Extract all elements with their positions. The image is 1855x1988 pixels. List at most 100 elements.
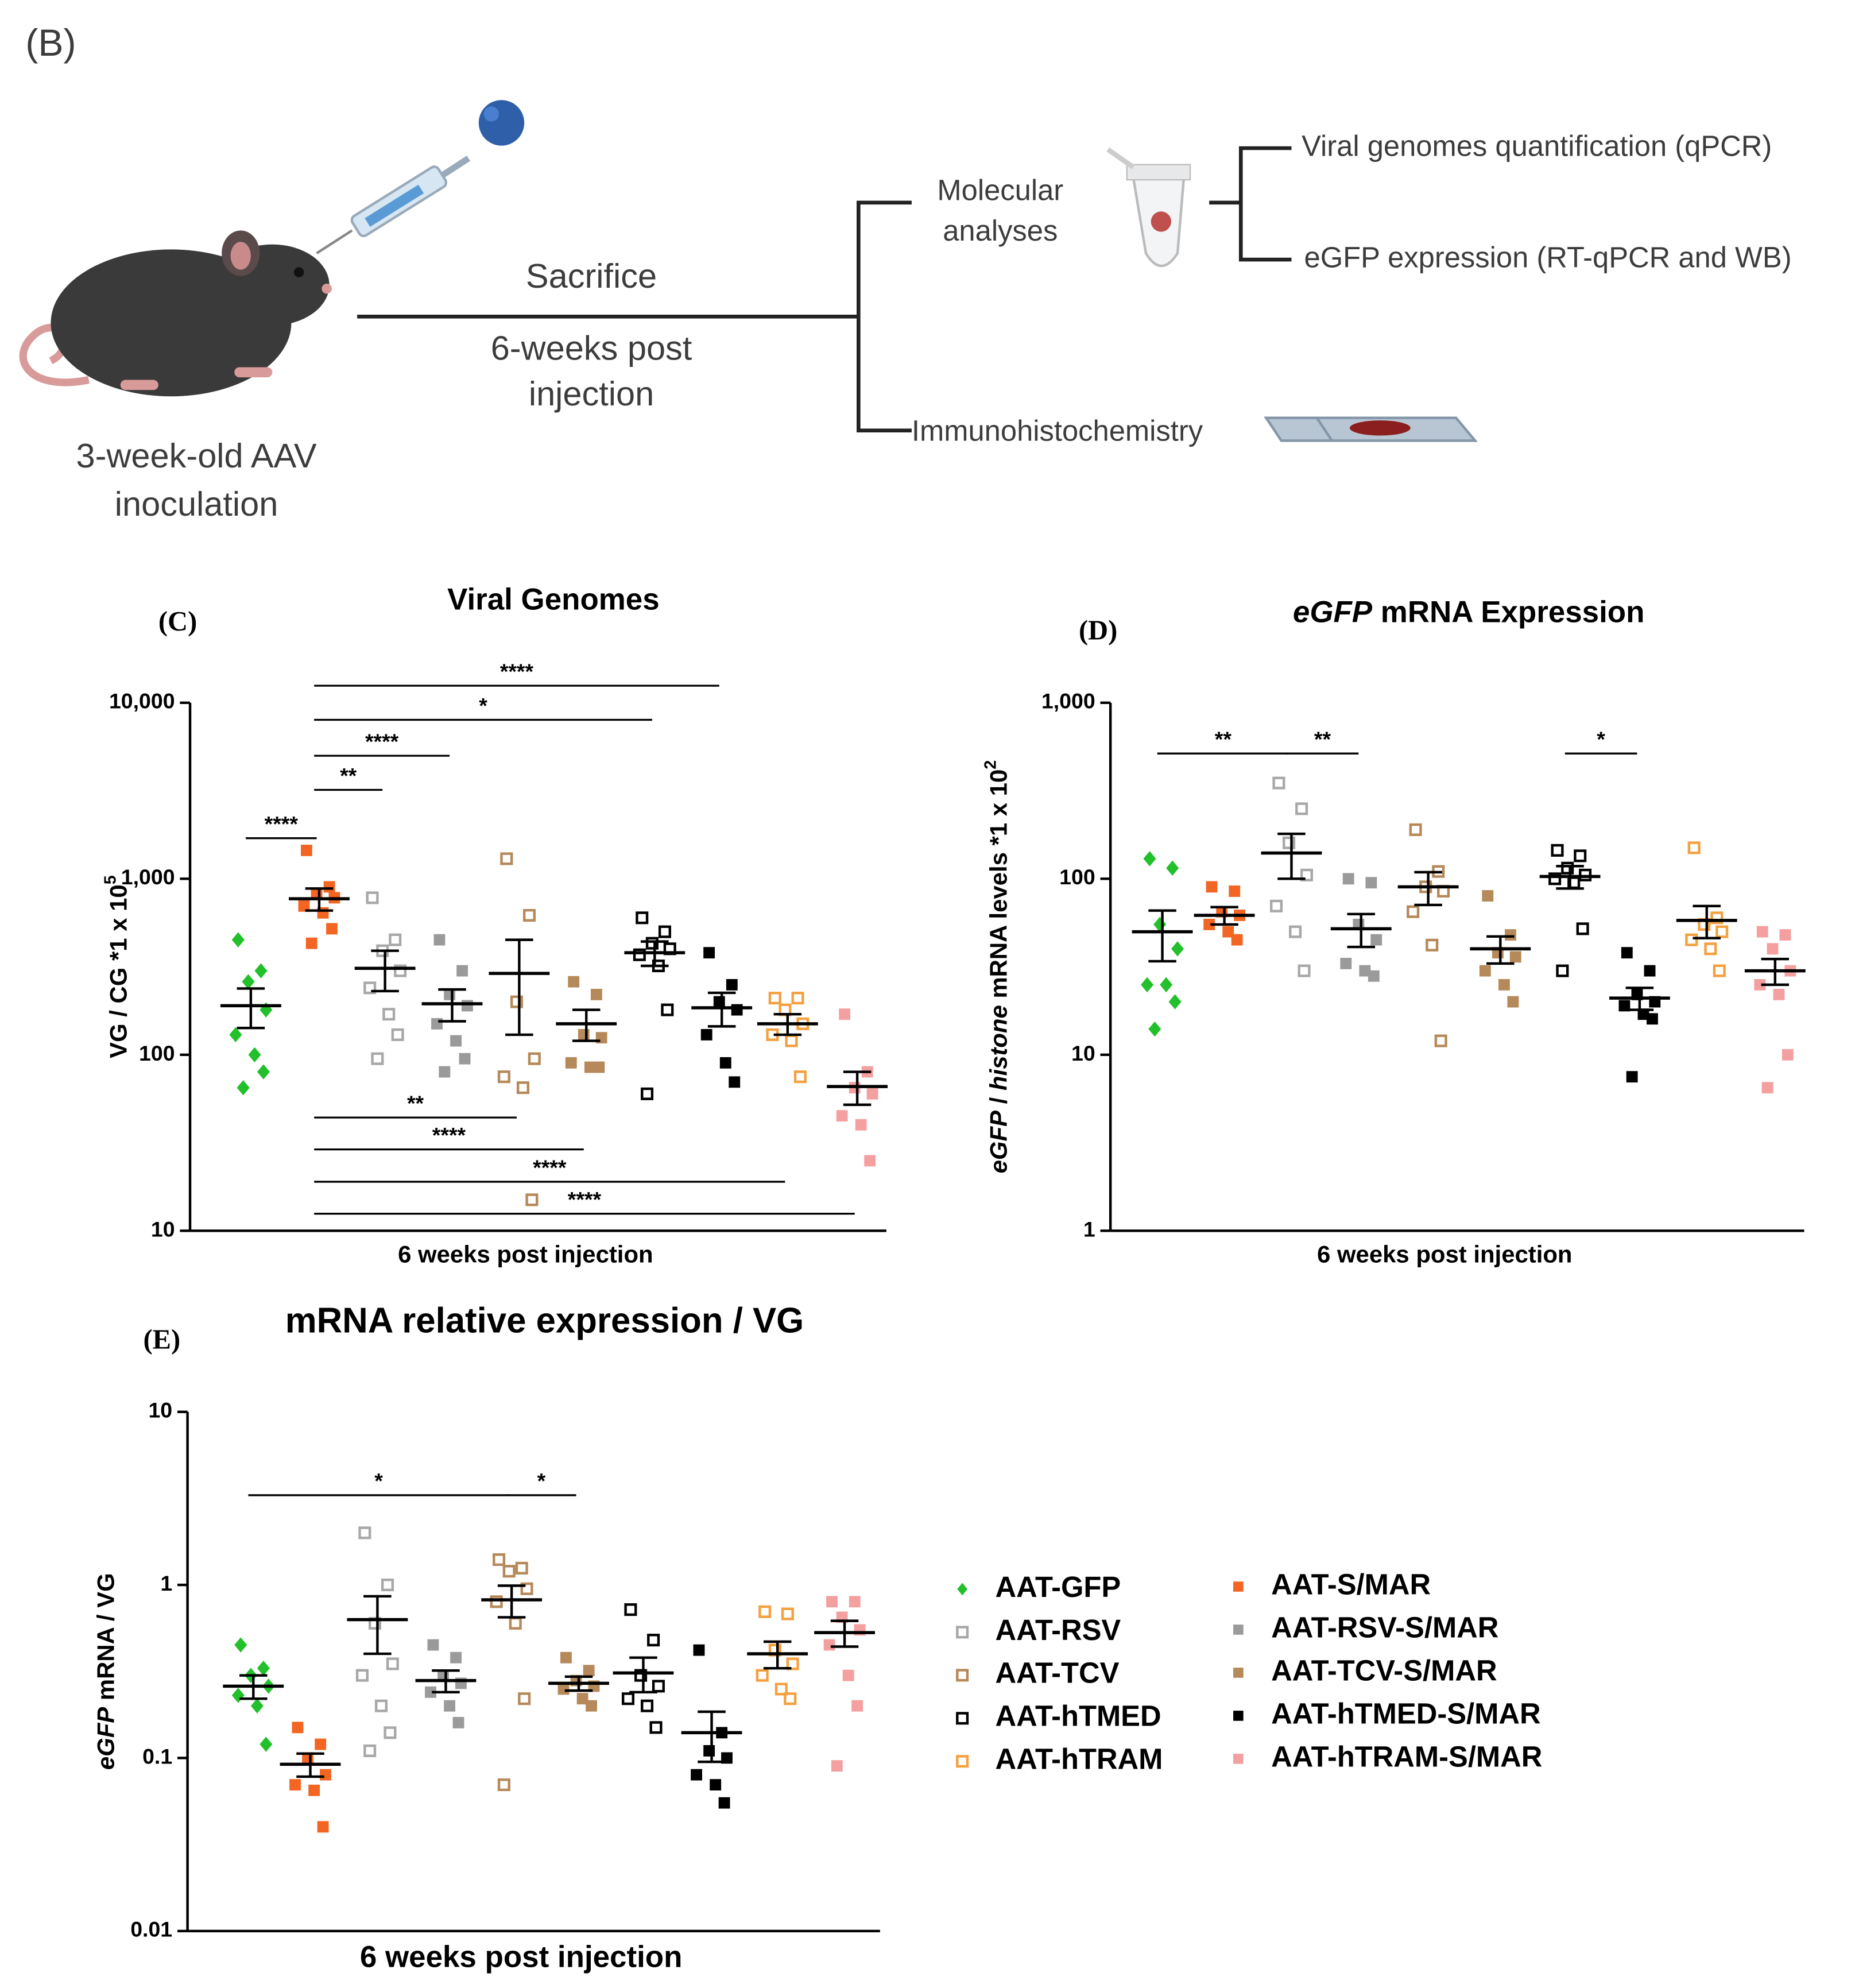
data-point <box>257 1660 270 1676</box>
sem-bar <box>707 991 736 1028</box>
y-tick-label: 1 <box>1083 1217 1095 1241</box>
text-part: mRNA relative expression / VG <box>285 1301 804 1341</box>
data-point <box>1754 978 1766 991</box>
data-point <box>237 1080 250 1096</box>
branch-label: Molecular <box>937 174 1063 207</box>
branch-connector <box>857 200 912 433</box>
data-point <box>864 1155 876 1167</box>
panel-label: (C) <box>158 606 197 637</box>
legend-item: AAT-hTRAM <box>956 1743 1163 1776</box>
legend-swatch <box>1233 1711 1244 1721</box>
sem-bar <box>1210 906 1238 926</box>
data-point <box>497 1778 510 1792</box>
y-tick-label: 10,000 <box>109 689 175 713</box>
data-point <box>323 881 335 893</box>
legend-label: AAT-RSV-S/MAR <box>1271 1611 1498 1643</box>
data-point <box>1507 996 1519 1008</box>
data-point <box>823 1639 835 1651</box>
data-point <box>1409 823 1422 836</box>
sem-bar <box>237 987 265 1030</box>
data-point <box>652 1680 665 1693</box>
data-point <box>500 852 513 865</box>
y-tick-label: 10 <box>1071 1041 1095 1065</box>
sem-bar <box>1761 957 1790 987</box>
data-point <box>658 925 671 938</box>
data-point <box>431 1018 443 1030</box>
data-point <box>781 1607 794 1620</box>
data-point <box>718 1797 730 1809</box>
data-point <box>1365 877 1377 889</box>
data-point <box>786 1657 799 1670</box>
legend-swatch <box>956 1712 969 1725</box>
data-point <box>758 1605 772 1618</box>
sem-bar <box>371 949 399 993</box>
data-point <box>1626 1071 1638 1083</box>
significance-label: ** <box>407 1091 424 1115</box>
data-point <box>300 844 312 856</box>
data-point <box>774 1683 788 1696</box>
data-point <box>1272 776 1285 790</box>
data-point <box>836 1110 848 1122</box>
sem-bar <box>1693 904 1721 939</box>
data-point <box>439 1066 451 1078</box>
significance-label: **** <box>365 729 399 753</box>
data-point <box>502 1565 516 1578</box>
legend-label: AAT-hTRAM <box>995 1743 1163 1776</box>
text-part: eGFP <box>1293 595 1373 629</box>
data-point <box>756 1669 769 1682</box>
data-point <box>254 963 268 978</box>
y-tick-label: 100 <box>139 1041 175 1065</box>
data-point <box>1498 978 1510 991</box>
data-point <box>1618 1000 1631 1012</box>
data-point <box>1687 841 1701 854</box>
panel-label: (E) <box>143 1325 180 1355</box>
legend-swatch <box>1233 1625 1244 1635</box>
x-axis-label: 6 weeks post injection <box>398 1241 653 1268</box>
y-axis-label: eGFP mRNA / VG <box>92 1573 119 1770</box>
data-point <box>1295 802 1308 815</box>
data-point <box>1206 881 1218 893</box>
chart-title: mRNA relative expression / VG <box>285 1301 804 1341</box>
data-point <box>1561 861 1574 875</box>
data-point <box>590 988 602 1000</box>
legend-item: AAT-S/MAR <box>1233 1568 1431 1600</box>
data-point <box>1426 938 1439 952</box>
data-point <box>315 1738 327 1750</box>
data-point <box>784 1692 797 1705</box>
legend-swatch <box>1233 1668 1244 1678</box>
data-point <box>1646 1013 1658 1025</box>
data-point <box>1710 911 1724 925</box>
data-point <box>1509 951 1521 963</box>
data-point <box>1773 988 1785 1000</box>
data-point <box>851 1700 863 1712</box>
text-part: 2 <box>981 760 1000 769</box>
chart-title: eGFP mRNA Expression <box>1293 595 1645 629</box>
slide-icon <box>1264 416 1478 442</box>
sem-bar <box>641 940 669 968</box>
legend-label: AAT-S/MAR <box>1271 1568 1431 1600</box>
significance-label: * <box>1597 727 1605 751</box>
sem-bar <box>296 1752 324 1778</box>
sem-bar <box>1347 912 1376 949</box>
data-point <box>289 1779 301 1791</box>
text-part: histone <box>985 1005 1012 1090</box>
data-point <box>703 1745 715 1757</box>
text-part: mRNA Expression <box>1372 595 1644 629</box>
data-point <box>450 1651 462 1664</box>
legend-swatch <box>1233 1754 1244 1764</box>
legend-swatch <box>1233 1581 1244 1592</box>
sem-bar <box>363 1595 392 1656</box>
data-point <box>1576 922 1589 935</box>
data-point <box>731 1004 743 1016</box>
significance-label: **** <box>568 1188 602 1212</box>
significance-label: * <box>479 693 487 717</box>
legend-item: AAT-RSV <box>956 1614 1121 1646</box>
sem-bar <box>1414 871 1442 907</box>
data-point <box>358 1526 371 1540</box>
data-point <box>1756 926 1768 938</box>
legend-item: AAT-TCV <box>956 1657 1120 1689</box>
data-point <box>374 1699 388 1712</box>
y-axis-label: VG / CG *1 x 105 <box>101 875 131 1058</box>
sem-bar <box>830 1619 859 1648</box>
